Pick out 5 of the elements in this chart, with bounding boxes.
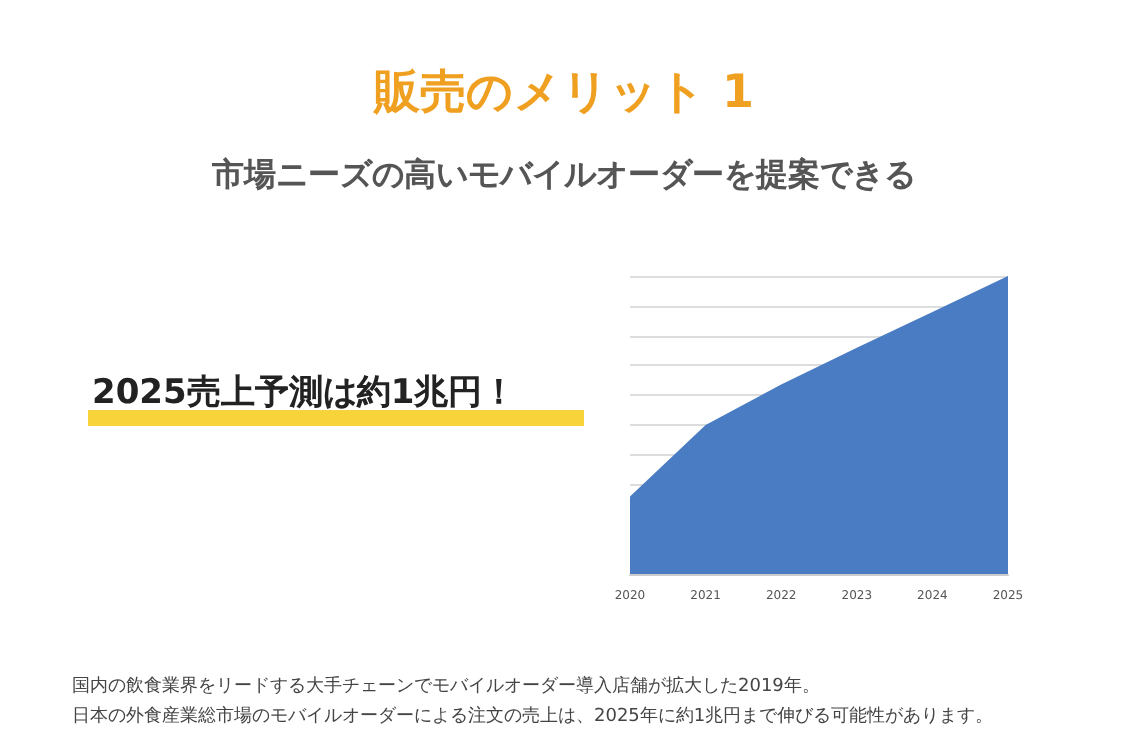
chart-subtitle: 市場ニーズの高いモバイルオーダーを提案できる [210, 155, 916, 193]
text: 2025売上予測は約1兆円！ [92, 373, 517, 413]
chart-title: 販売のメリット 1 [371, 67, 755, 119]
text: 日本の外食産業総市場のモバイルオーダーによる注文の売上は、2025年に約1兆円まで伸びる可能性があります。 [72, 705, 994, 727]
text: 国内の飲食業界をリードする大手チェーンでモバイルオーダー導入店舗が拡大した2019年。 [72, 675, 820, 697]
